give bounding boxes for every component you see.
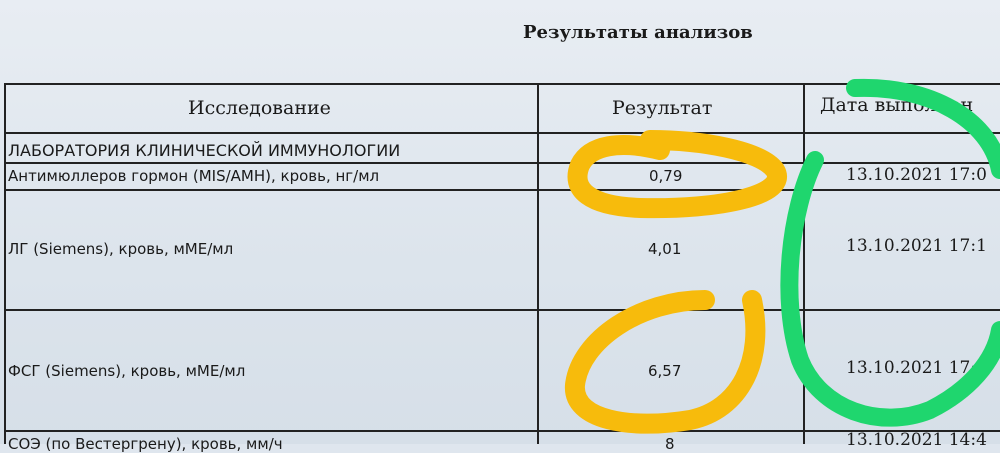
test-name: ФСГ (Siemens), кровь, мМЕ/мл bbox=[8, 362, 246, 380]
table-border bbox=[4, 132, 1000, 134]
test-result: 6,57 bbox=[648, 362, 682, 380]
table-border bbox=[4, 189, 1000, 191]
table-border bbox=[803, 83, 805, 444]
test-date: 13.10.2021 17:0 bbox=[846, 165, 987, 185]
section-label: ЛАБОРАТОРИЯ КЛИНИЧЕСКОЙ ИММУНОЛОГИИ bbox=[8, 141, 401, 160]
table-border bbox=[4, 83, 6, 444]
test-date: 13.10.2021 17: bbox=[846, 358, 977, 378]
test-result: 4,01 bbox=[648, 240, 682, 258]
column-header-result: Результат bbox=[612, 97, 713, 119]
table-border bbox=[4, 430, 1000, 432]
yellow-circle-amh bbox=[567, 130, 787, 219]
test-name: ЛГ (Siemens), кровь, мМЕ/мл bbox=[8, 240, 234, 258]
green-circle-dates bbox=[780, 78, 1000, 427]
table-border bbox=[537, 83, 539, 444]
table-border bbox=[4, 83, 1000, 85]
table-border bbox=[4, 309, 1000, 311]
test-name: Антимюллеров гормон (MIS/AMH), кровь, нг… bbox=[8, 167, 380, 185]
test-date: 13.10.2021 17:1 bbox=[846, 236, 987, 256]
yellow-circle-fsh bbox=[565, 290, 766, 434]
table-border bbox=[4, 162, 1000, 164]
test-result: 0,79 bbox=[649, 167, 683, 185]
page-title: Результаты анализов bbox=[523, 22, 753, 43]
column-header-test: Исследование bbox=[188, 97, 331, 119]
